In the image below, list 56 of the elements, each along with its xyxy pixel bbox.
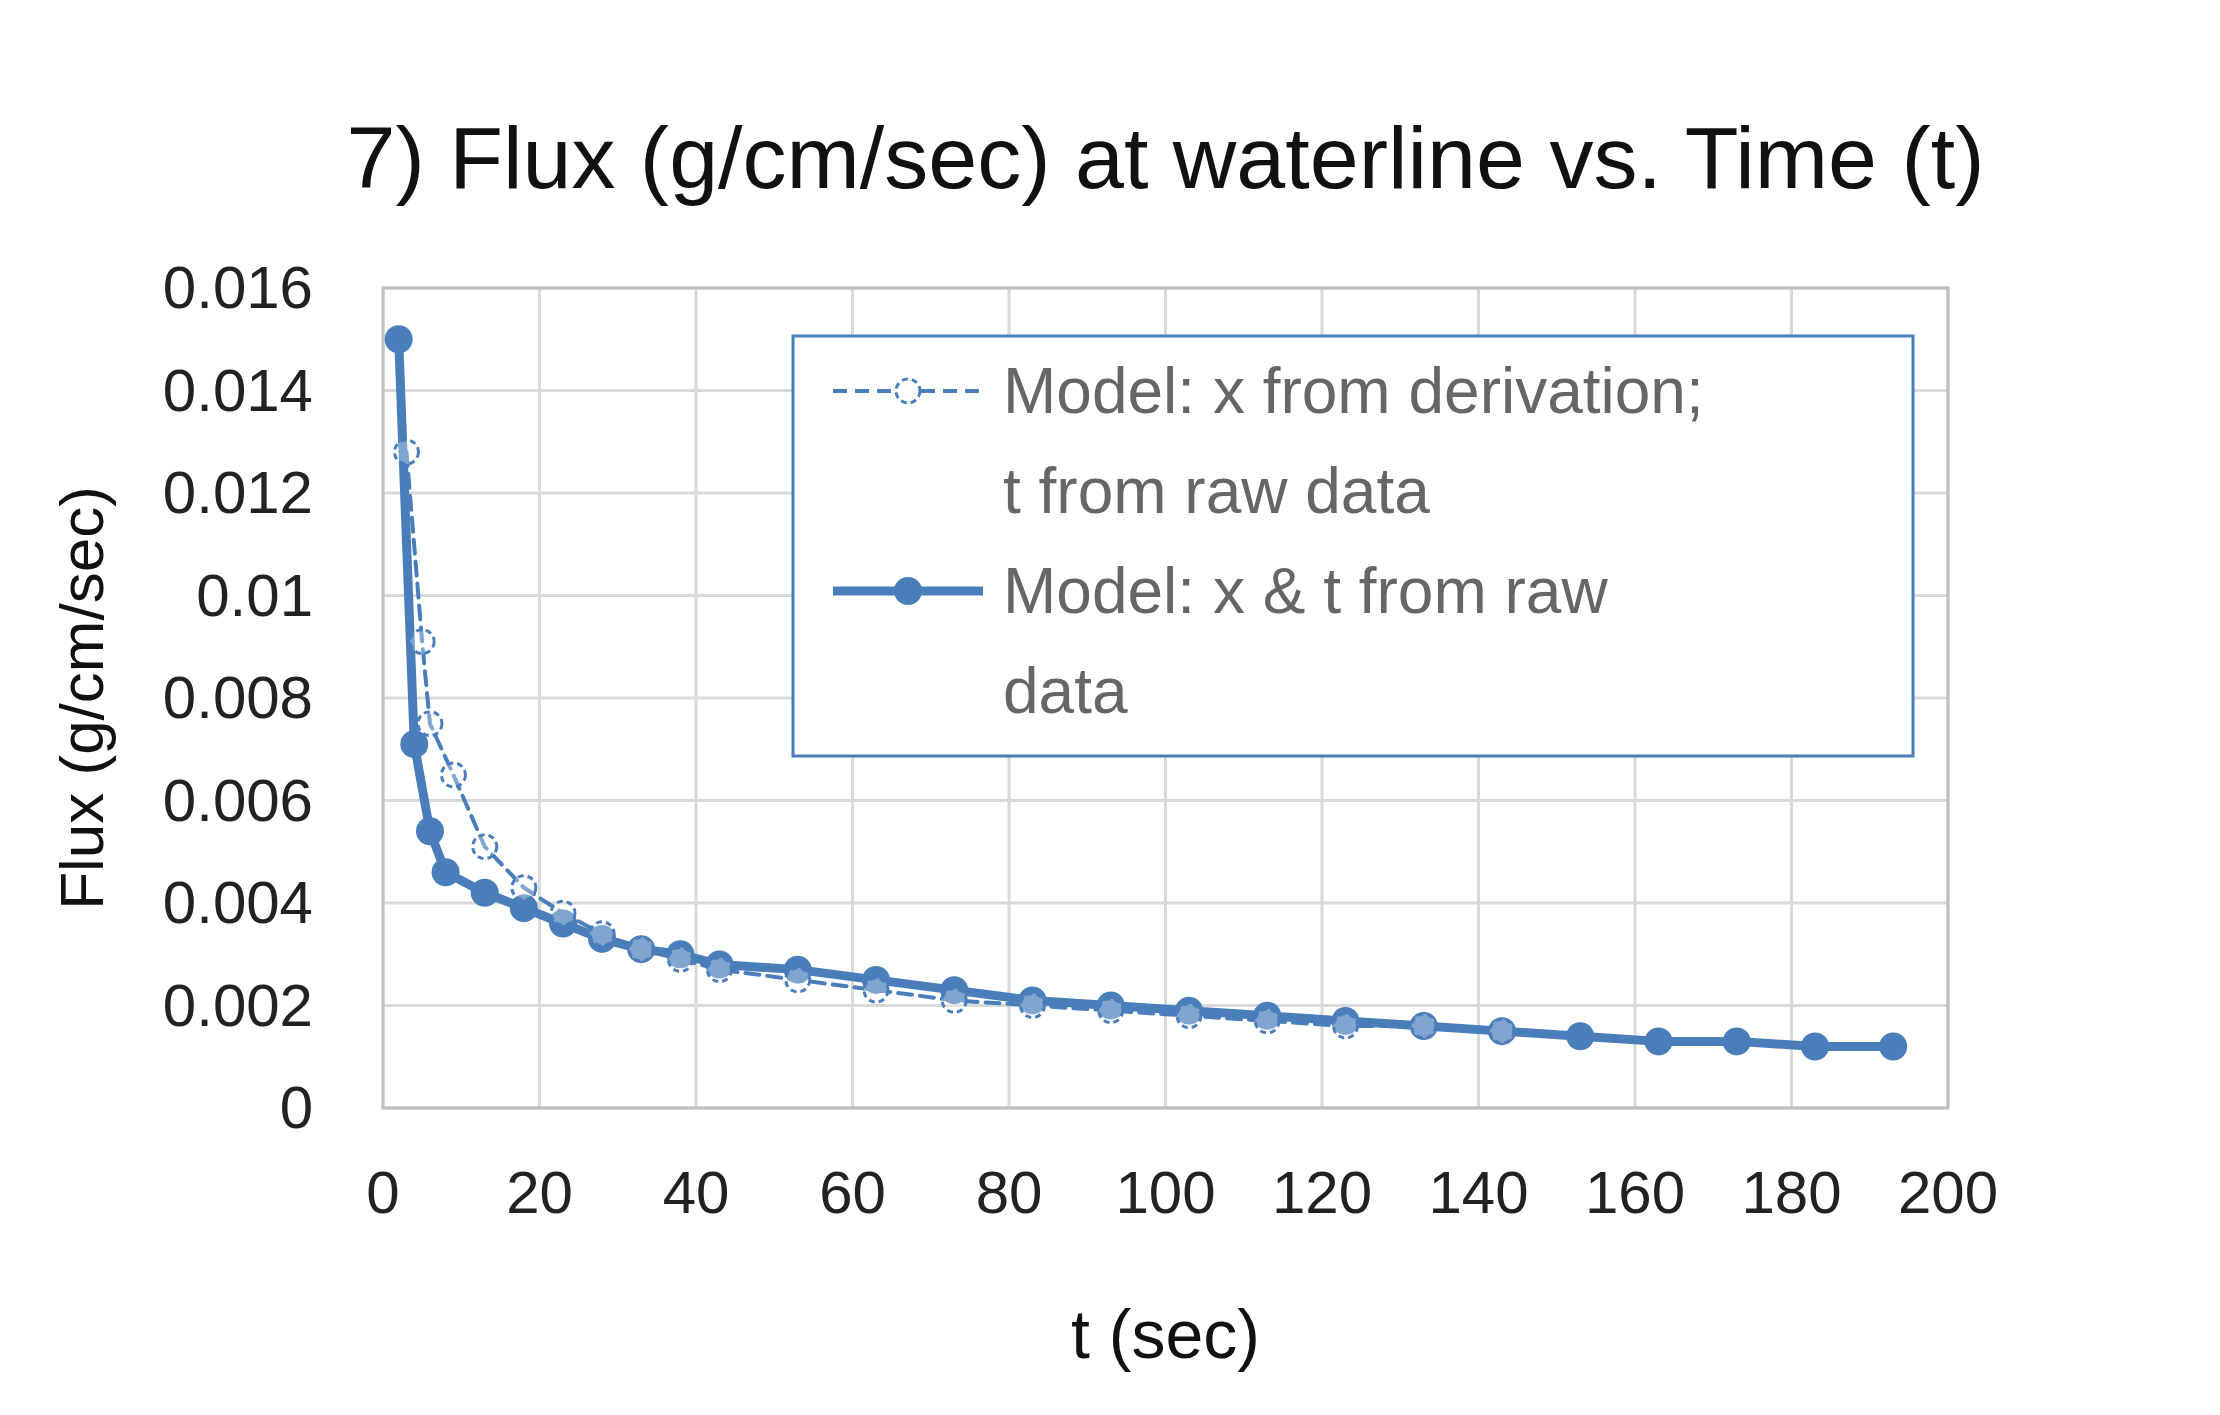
legend-label: Model: x & t from raw data — [1003, 555, 1609, 727]
y-tick-label: 0.016 — [162, 254, 313, 321]
point — [1018, 992, 1046, 1019]
y-tick-label: 0.006 — [162, 766, 313, 834]
x-tick-label: 180 — [1741, 1159, 1842, 1226]
x-tick-label: 100 — [1115, 1159, 1216, 1226]
point — [1879, 1032, 1908, 1061]
point — [1644, 1027, 1673, 1056]
point — [705, 956, 733, 984]
y-tick-label: 0.002 — [162, 971, 313, 1039]
point — [431, 858, 460, 887]
point — [1800, 1032, 1829, 1061]
y-axis-title: Flux (g/cm/sec) — [47, 486, 116, 910]
legend-label: Model: x from derivation; t from raw data — [1003, 355, 1704, 527]
x-tick-label: 80 — [975, 1159, 1043, 1226]
point — [509, 894, 538, 923]
point — [1566, 1022, 1595, 1051]
point — [666, 945, 694, 973]
point — [392, 438, 420, 466]
point — [861, 965, 890, 994]
point — [1097, 997, 1125, 1025]
point — [400, 730, 429, 759]
point — [940, 976, 969, 1005]
point — [416, 710, 444, 738]
point — [784, 966, 812, 994]
point — [1175, 1002, 1203, 1030]
y-tick-label: 0.012 — [162, 459, 313, 526]
point — [940, 986, 968, 1014]
y-tick-label: 0.004 — [162, 869, 313, 936]
point — [384, 325, 413, 354]
x-tick-label: 140 — [1428, 1159, 1529, 1226]
point — [588, 920, 616, 948]
point — [470, 878, 499, 907]
point — [1331, 1012, 1359, 1040]
x-tick-label: 20 — [506, 1159, 573, 1226]
y-tick-label: 0 — [279, 1074, 313, 1141]
x-tick-label: 160 — [1584, 1159, 1686, 1226]
point — [510, 874, 538, 902]
point — [439, 761, 467, 789]
point — [408, 628, 436, 656]
point — [415, 817, 444, 846]
point — [862, 976, 890, 1004]
point — [549, 899, 577, 927]
chart-title: 7) Flux (g/cm/sec) at waterline vs. Time (t) — [346, 108, 1985, 207]
x-tick-label: 200 — [1897, 1159, 1999, 1226]
x-tick-label: 60 — [819, 1159, 886, 1226]
point — [1253, 1007, 1281, 1035]
point — [1722, 1027, 1751, 1056]
x-axis-title: t (sec) — [1071, 1296, 1260, 1372]
x-tick-label: 40 — [662, 1159, 730, 1226]
y-tick-label: 0.008 — [162, 664, 313, 731]
y-tick-label: 0.01 — [196, 561, 313, 629]
y-tick-label: 0.014 — [162, 356, 313, 424]
x-tick-label: 0 — [366, 1159, 400, 1226]
x-tick-label: 120 — [1271, 1159, 1373, 1226]
point — [471, 833, 499, 861]
